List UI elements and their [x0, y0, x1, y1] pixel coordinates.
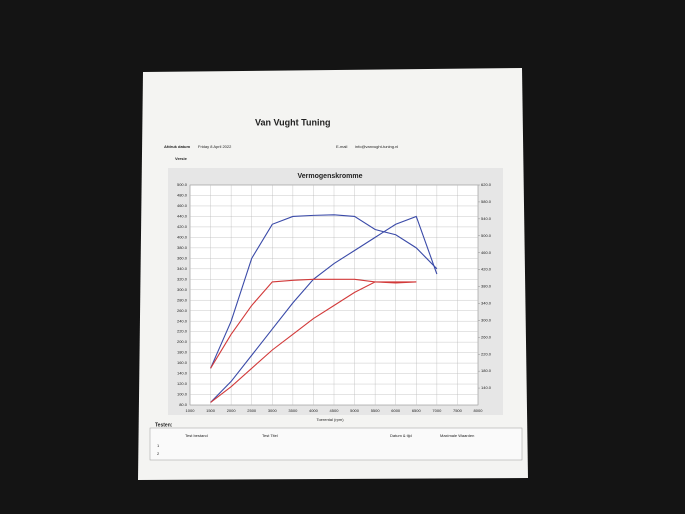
y-tick-label: 120.0 [177, 381, 188, 386]
legend-table [149, 427, 523, 461]
x-tick-label: 2500 [247, 408, 257, 413]
x-tick-label: 6500 [412, 408, 422, 413]
x-tick-label: 2000 [227, 408, 237, 413]
version-label: Versie [175, 156, 188, 161]
x-tick-label: 4500 [330, 408, 340, 413]
y-tick-label: 260.0 [177, 308, 188, 313]
y2-tick-label: 420.0 [481, 267, 492, 272]
table-header: Datum & tijd [390, 433, 412, 438]
y2-tick-label: 260.0 [481, 334, 492, 339]
series-line [210, 215, 438, 403]
y-tick-label: 380.0 [177, 245, 188, 250]
company: Van Vught Tuning [255, 117, 331, 127]
table-row: 1 [157, 443, 160, 448]
y-tick-label: 400.0 [177, 234, 188, 239]
y-tick-label: 360.0 [177, 255, 188, 260]
x-tick-label: 8000 [474, 408, 484, 413]
y-tick-label: 280.0 [177, 297, 188, 302]
y2-tick-label: 300.0 [481, 317, 492, 322]
y2-tick-label: 380.0 [481, 284, 492, 289]
y-tick-label: 180.0 [177, 350, 188, 355]
y2-tick-label: 620.0 [481, 182, 492, 187]
table-title: Testen: [155, 422, 173, 428]
x-tick-label: 3500 [288, 408, 298, 413]
x-tick-label: 5000 [350, 408, 360, 413]
x-axis-label: Toerental (rpm) [316, 417, 344, 422]
y-tick-label: 480.0 [177, 193, 188, 198]
x-tick-label: 7000 [432, 408, 442, 413]
x-tick-label: 5500 [371, 408, 381, 413]
series-line [210, 214, 438, 369]
y2-tick-label: 340.0 [481, 301, 492, 306]
y-tick-label: 500.0 [177, 182, 188, 187]
series-line [210, 281, 417, 403]
y-tick-label: 220.0 [177, 329, 188, 334]
date-label: Afdruk datum [164, 144, 190, 149]
y2-tick-label: 220.0 [481, 351, 492, 356]
y2-tick-label: 500.0 [481, 233, 492, 238]
table-row: 2 [157, 451, 160, 456]
y-tick-label: 340.0 [177, 266, 188, 271]
y2-tick-label: 540.0 [481, 216, 492, 221]
email-label: E-mail [336, 144, 347, 149]
x-tick-label: 1500 [206, 408, 216, 413]
chart-title: Vermogenskromme [298, 173, 363, 180]
x-tick-label: 7500 [453, 408, 463, 413]
y2-tick-label: 180.0 [481, 368, 492, 373]
y-tick-label: 460.0 [177, 203, 188, 208]
x-tick-label: 3000 [268, 408, 278, 413]
table-header: Test bestand [185, 433, 208, 438]
x-tick-label: 4000 [309, 408, 319, 413]
table-header: Test Titel [262, 433, 278, 438]
y-tick-label: 80.0 [179, 402, 188, 407]
y2-tick-label: 140.0 [481, 385, 492, 390]
y2-tick-label: 580.0 [481, 199, 492, 204]
y-tick-label: 440.0 [177, 213, 188, 218]
y-tick-label: 320.0 [177, 276, 188, 281]
y-tick-label: 200.0 [177, 339, 188, 344]
y-tick-label: 140.0 [177, 371, 188, 376]
y-tick-label: 420.0 [177, 224, 188, 229]
date: Friday 8 April 2022 [198, 144, 232, 149]
y-tick-label: 160.0 [177, 360, 188, 365]
y-tick-label: 240.0 [177, 318, 188, 323]
x-tick-label: 6000 [391, 408, 401, 413]
email: info@vanvught-tuning.nl [355, 144, 398, 149]
table-header: Maximale Waarden [440, 433, 474, 438]
y-tick-label: 100.0 [177, 392, 188, 397]
y2-tick-label: 460.0 [481, 250, 492, 255]
y-tick-label: 300.0 [177, 287, 188, 292]
x-tick-label: 1000 [186, 408, 196, 413]
